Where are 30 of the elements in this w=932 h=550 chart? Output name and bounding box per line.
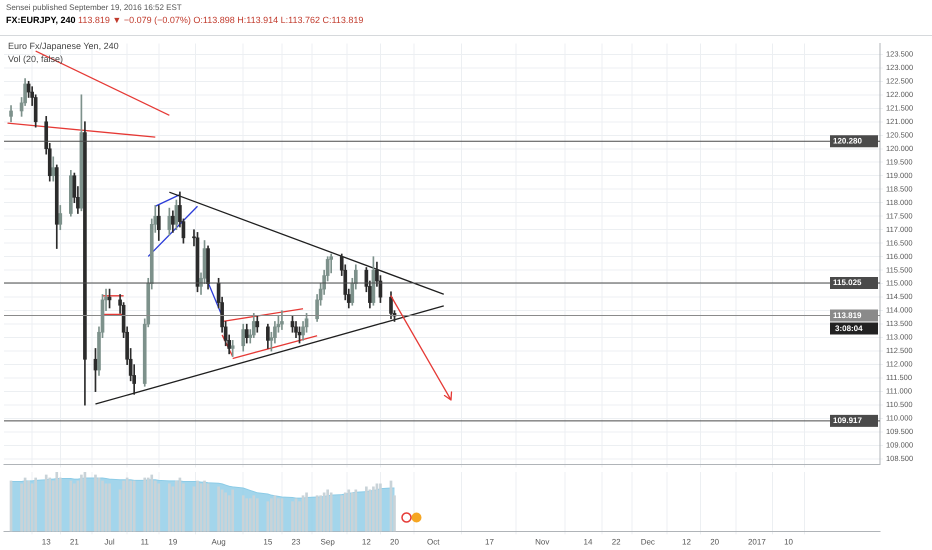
- text: Sensei published September 19, 2016 16:52 EST: [6, 3, 183, 12]
- ref-line-label: 113.819: [833, 310, 862, 320]
- x-tick-label: Nov: [535, 537, 550, 546]
- annotation: 3:08:04: [835, 324, 864, 333]
- x-tick-label: 19: [168, 537, 178, 546]
- ref-line-label: 109.917: [833, 416, 862, 426]
- x-tick-label: 21: [70, 537, 80, 546]
- chart-title: FX:EURJPY, 240: [6, 15, 76, 25]
- chart-subtitle: 113.819 ▼ −0.079 (−0.07%) O:113.898 H:113.914 L:113.762 C:113.819: [78, 15, 364, 25]
- ref-line-label: 115.025: [833, 278, 862, 288]
- x-tick-label: 20: [710, 537, 720, 546]
- x-tick-label: Dec: [640, 537, 655, 546]
- x-tick-label: Jul: [104, 537, 115, 546]
- x-tick-label: 15: [263, 537, 273, 546]
- annotation: Euro Fx/Japanese Yen, 240: [8, 40, 119, 53]
- x-tick-label: 20: [390, 537, 400, 546]
- x-tick-label: Oct: [426, 537, 440, 546]
- x-tick-label: 13: [42, 537, 52, 546]
- x-tick-label: 2017: [748, 537, 766, 546]
- x-tick-label: 12: [362, 537, 372, 546]
- x-tick-label: 14: [584, 537, 593, 546]
- x-tick-label: Aug: [211, 537, 226, 546]
- x-tick-label: 22: [612, 537, 622, 546]
- x-tick-label: 10: [784, 537, 794, 546]
- x-tick-label: 12: [682, 537, 692, 546]
- x-tick-label: 11: [140, 537, 150, 546]
- x-tick-label: 17: [485, 537, 494, 546]
- ref-line-label: 120.280: [833, 136, 862, 146]
- x-tick-label: 23: [292, 537, 301, 546]
- x-tick-label: Sep: [320, 537, 336, 546]
